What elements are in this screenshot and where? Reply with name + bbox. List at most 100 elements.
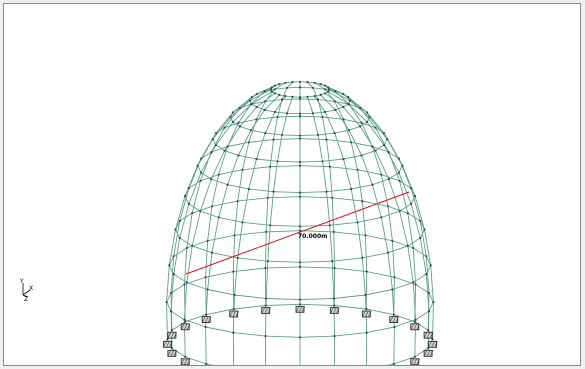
ring-member xyxy=(307,95,315,98)
ring-member xyxy=(186,240,208,249)
axis-z-label: Z xyxy=(24,296,28,303)
ring-member xyxy=(299,230,334,233)
ring-member xyxy=(381,174,400,182)
ring-member xyxy=(227,184,249,190)
joint-node xyxy=(298,86,302,89)
joint-node xyxy=(364,293,367,297)
ring-member xyxy=(171,347,186,358)
ring-member xyxy=(277,160,301,163)
joint-node xyxy=(170,310,173,313)
meridian-member xyxy=(205,240,209,278)
ring-member xyxy=(362,200,389,207)
ring-member xyxy=(218,216,243,223)
joint-node xyxy=(206,288,209,291)
ring-member xyxy=(333,294,366,299)
joint-node xyxy=(170,329,173,332)
joint-node xyxy=(298,229,302,232)
joint-node xyxy=(427,310,430,313)
joint-node xyxy=(313,81,316,84)
ring-member xyxy=(188,180,201,189)
meridian-member xyxy=(430,265,434,303)
dome-model[interactable]: 70.000m Y X Z xyxy=(4,4,581,366)
joint-node xyxy=(278,83,281,86)
meridian-member xyxy=(256,101,266,120)
joint-node xyxy=(248,99,252,102)
joint-node xyxy=(185,281,188,284)
ring-member xyxy=(179,237,193,247)
ring-member xyxy=(412,247,427,257)
meridian-member xyxy=(399,211,409,247)
ring-member xyxy=(274,111,288,114)
joint-node xyxy=(364,234,367,237)
ring-member xyxy=(299,165,330,168)
joint-node xyxy=(319,93,322,96)
joint-node xyxy=(398,179,401,182)
joint-node xyxy=(423,228,426,231)
joint-node xyxy=(280,133,284,136)
joint-node xyxy=(323,88,327,91)
meridian-member xyxy=(357,222,363,258)
axis-y-label: Y xyxy=(19,278,24,285)
meridian-member xyxy=(307,96,314,114)
ring-member xyxy=(361,150,376,156)
meridian-member xyxy=(173,237,181,275)
meridian-member xyxy=(175,195,186,230)
ring-member xyxy=(392,281,414,290)
ring-member xyxy=(281,98,301,101)
joint-node xyxy=(313,95,316,98)
ring-member xyxy=(399,180,412,189)
joint-node xyxy=(232,270,235,273)
ring-member xyxy=(428,301,434,312)
ring-member xyxy=(365,289,393,296)
ring-member xyxy=(267,260,301,263)
joint-node xyxy=(386,251,390,254)
joint-node xyxy=(241,221,244,224)
meridian-member xyxy=(366,112,385,134)
ring-member xyxy=(343,154,362,160)
joint-node xyxy=(380,216,383,219)
ring-member xyxy=(266,298,301,301)
joint-node xyxy=(350,187,353,191)
meridian-member xyxy=(191,211,201,247)
joint-node xyxy=(361,256,364,259)
meridian-member xyxy=(342,106,361,127)
joint-node xyxy=(264,132,267,135)
ring-member xyxy=(185,356,207,365)
ring-member xyxy=(166,292,172,303)
ring-member xyxy=(232,121,241,127)
joint-node xyxy=(298,298,302,301)
meridian-member xyxy=(334,101,344,120)
dimension-line xyxy=(185,191,410,275)
dome-supports xyxy=(162,305,438,365)
joint-node xyxy=(272,190,275,193)
ring-member xyxy=(299,266,335,269)
joint-node xyxy=(413,355,416,358)
joint-node xyxy=(263,90,266,93)
ring-member xyxy=(239,125,252,131)
ring-member xyxy=(285,95,293,98)
joint-node xyxy=(324,84,327,87)
meridian-member xyxy=(265,231,267,269)
ring-member xyxy=(299,303,335,306)
joint-node xyxy=(165,301,168,304)
meridian-member xyxy=(186,213,193,249)
ring-member xyxy=(329,221,358,226)
joint-node xyxy=(311,86,314,89)
meridian-member xyxy=(186,245,193,283)
ring-member xyxy=(415,284,430,294)
joint-node xyxy=(374,149,377,152)
joint-node xyxy=(327,86,330,89)
joint-node xyxy=(233,293,236,297)
model-viewport[interactable]: 70.000m Y X Z xyxy=(3,3,581,366)
joint-node xyxy=(368,116,371,119)
joint-node xyxy=(325,190,328,193)
joint-node xyxy=(172,255,175,258)
meridian-member xyxy=(251,91,273,105)
ring-member xyxy=(233,305,266,310)
meridian-member xyxy=(371,146,382,175)
joint-node xyxy=(200,157,203,160)
ring-member xyxy=(322,116,344,120)
meridian-member xyxy=(242,188,250,223)
meridian-member xyxy=(281,87,288,100)
ring-member xyxy=(326,188,352,193)
